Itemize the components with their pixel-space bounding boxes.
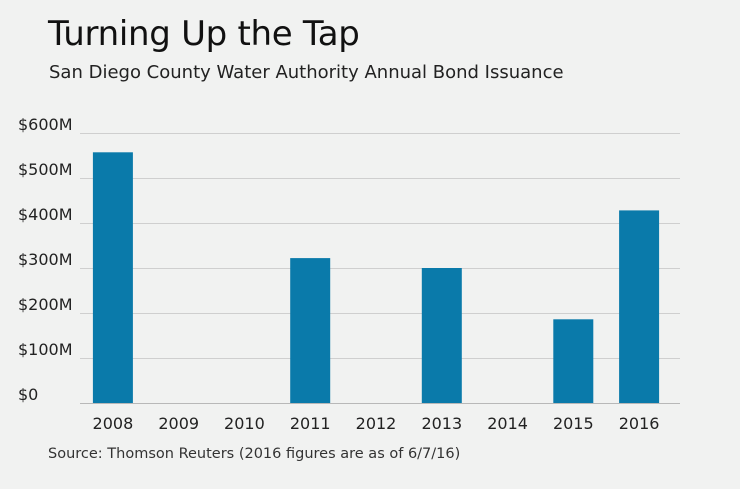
x-tick-label-2012: 2012 (356, 414, 397, 433)
x-tick-label-2010: 2010 (224, 414, 265, 433)
bar-2013 (421, 268, 462, 403)
bar-2008 (92, 152, 133, 403)
x-tick-label-2016: 2016 (619, 414, 660, 433)
y-tick-label: $500M (18, 160, 73, 179)
bar-2016 (619, 210, 660, 403)
y-tick-label: $200M (18, 295, 73, 314)
source-note: Source: Thomson Reuters (2016 figures ar… (48, 446, 461, 462)
x-axis-tick-labels: 2008 2009 2010 2011 2012 2013 2014 2015 2016 (93, 414, 660, 433)
x-tick-label-2013: 2013 (421, 414, 462, 433)
bars (92, 152, 660, 403)
x-tick-label-2008: 2008 (93, 414, 134, 433)
x-tick-label-2009: 2009 (158, 414, 199, 433)
chart-title: Turning Up the Tap (48, 14, 360, 54)
y-tick-label: $0 (18, 385, 38, 404)
y-tick-label: $100M (18, 340, 73, 359)
bar-2015 (553, 319, 594, 403)
y-tick-label: $600M (18, 115, 73, 134)
chart-subtitle: San Diego County Water Authority Annual … (49, 62, 564, 83)
x-tick-label-2011: 2011 (290, 414, 331, 433)
x-tick-label-2014: 2014 (487, 414, 528, 433)
y-axis-tick-labels: $0 $100M $200M $300M $400M $500M $600M (18, 115, 73, 404)
y-tick-label: $300M (18, 250, 73, 269)
bar-2011 (290, 258, 331, 403)
y-tick-label: $400M (18, 205, 73, 224)
x-tick-label-2015: 2015 (553, 414, 594, 433)
